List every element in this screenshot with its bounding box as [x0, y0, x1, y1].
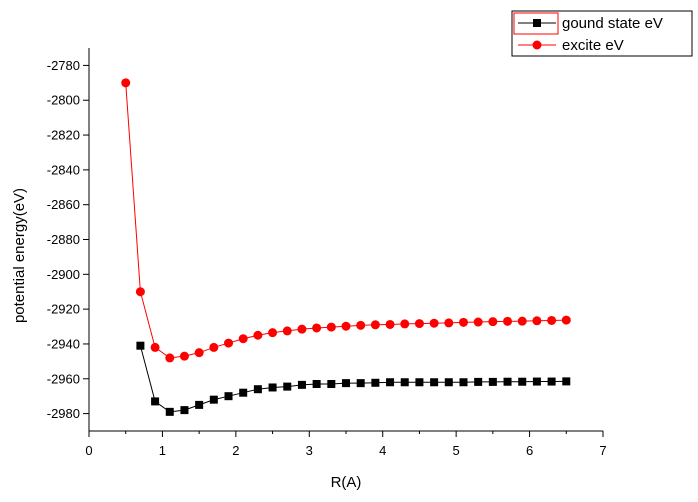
data-point	[370, 320, 380, 330]
data-point	[121, 78, 131, 88]
data-point	[547, 377, 556, 386]
data-point	[400, 378, 409, 387]
data-point	[326, 322, 336, 332]
x-axis-title: R(A)	[331, 474, 362, 491]
axes: 0 1 2 3 4 5 6 7 -2780 -2800 -2820 -2840 -2860 -2880 -2…	[47, 48, 607, 458]
data-point	[224, 338, 234, 348]
data-point	[429, 318, 439, 328]
data-point	[165, 353, 175, 363]
data-point	[151, 397, 160, 406]
data-point	[503, 316, 513, 326]
series-line	[125, 82, 567, 359]
data-point	[283, 382, 292, 391]
data-point	[253, 330, 263, 340]
data-point	[517, 316, 527, 326]
y-axis-title: potential energy(eV)	[11, 188, 28, 323]
y-tick-label: -2820	[47, 128, 80, 143]
x-tick-label: 0	[85, 443, 92, 458]
x-tick-label: 3	[306, 443, 313, 458]
y-tick-label: -2940	[47, 336, 80, 351]
data-point	[371, 378, 380, 387]
data-point	[209, 395, 218, 404]
data-point	[312, 379, 321, 388]
data-point	[547, 315, 557, 325]
data-point	[386, 378, 395, 387]
data-point	[414, 319, 424, 329]
data-point	[239, 388, 248, 397]
data-point	[430, 378, 439, 387]
data-point	[518, 377, 527, 386]
data-point	[415, 378, 424, 387]
data-point	[297, 380, 306, 389]
legend-highlight	[513, 12, 559, 35]
data-point	[356, 320, 366, 330]
x-tick-label: 4	[379, 443, 386, 458]
series-0	[136, 341, 571, 416]
data-point	[195, 400, 204, 409]
data-point	[136, 341, 145, 350]
data-point	[561, 315, 571, 325]
y-tick-label: -2840	[47, 162, 80, 177]
series-line	[139, 345, 567, 413]
y-tick-label: -2920	[47, 302, 80, 317]
data-point	[268, 383, 277, 392]
data-point	[444, 318, 454, 328]
data-point	[297, 324, 307, 334]
y-tick-label: -2780	[47, 58, 80, 73]
y-tick-label: -2800	[47, 93, 80, 108]
legend-label: gound state eV	[562, 15, 663, 32]
x-tick-label: 2	[232, 443, 239, 458]
y-tick-label: -2860	[47, 197, 80, 212]
data-point	[342, 379, 350, 388]
data-point	[488, 377, 497, 386]
y-tick-label: -2880	[47, 232, 80, 247]
data-point	[312, 323, 322, 333]
data-point	[532, 316, 542, 326]
data-point	[458, 317, 468, 327]
data-point	[268, 328, 278, 338]
x-tick-label: 6	[526, 443, 533, 458]
data-point	[474, 377, 483, 386]
legend-marker	[533, 19, 541, 27]
data-point	[503, 377, 512, 386]
data-point	[180, 406, 189, 415]
data-point	[327, 379, 336, 388]
data-point	[282, 326, 292, 336]
legend-label: excite eV	[562, 37, 624, 54]
data-point	[532, 377, 541, 386]
data-point	[194, 348, 204, 358]
data-point	[150, 342, 160, 352]
x-tick-label: 1	[159, 443, 166, 458]
data-point	[238, 334, 248, 344]
series-1	[121, 78, 571, 363]
data-point	[165, 407, 174, 416]
legend: gound state eV excite eV	[511, 10, 693, 57]
data-point	[224, 392, 233, 401]
data-point	[459, 378, 468, 387]
data-point	[209, 342, 219, 352]
legend-entry-ground-state: gound state eV	[513, 12, 663, 35]
data-point	[356, 379, 365, 388]
x-tick-label: 7	[599, 443, 606, 458]
y-tick-label: -2980	[47, 406, 80, 421]
legend-entry-excite: excite eV	[518, 37, 624, 54]
data-point	[473, 317, 483, 327]
data-point	[341, 321, 351, 331]
y-tick-label: -2960	[47, 371, 80, 386]
legend-marker	[532, 40, 542, 50]
data-point	[179, 351, 189, 361]
data-point	[400, 319, 410, 329]
data-point	[488, 317, 498, 327]
data-point	[253, 385, 262, 394]
data-point	[135, 287, 145, 297]
data-point	[385, 319, 395, 329]
x-tick-label: 5	[453, 443, 460, 458]
data-point	[444, 378, 453, 387]
data-point	[562, 377, 571, 386]
series-layer	[121, 78, 571, 416]
y-tick-label: -2900	[47, 267, 80, 282]
